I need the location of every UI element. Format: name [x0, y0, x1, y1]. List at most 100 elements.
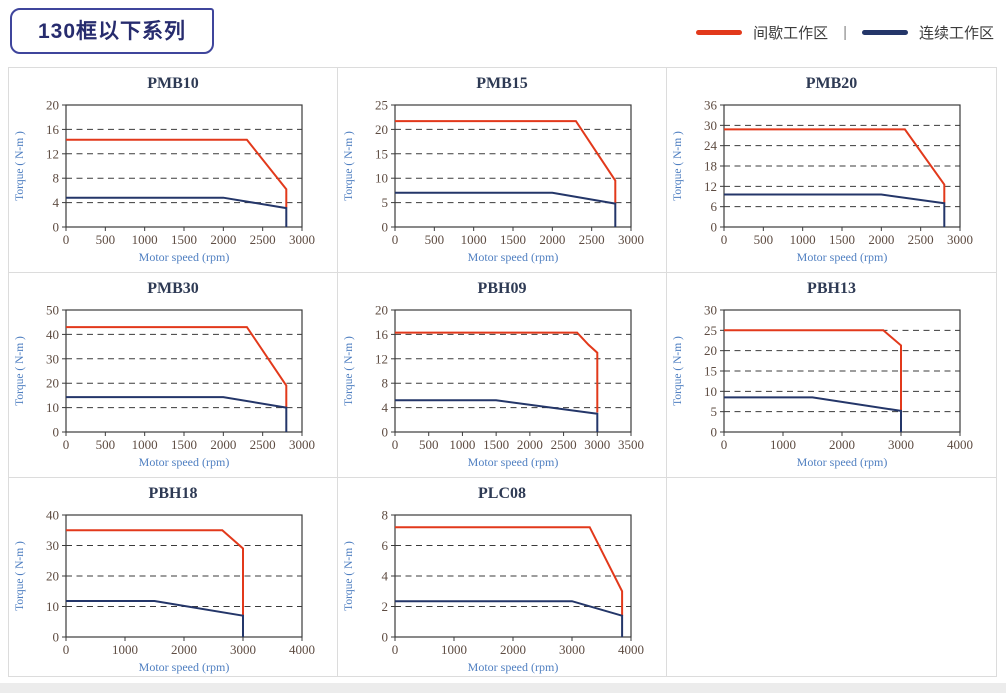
svg-text:2000: 2000 — [210, 232, 236, 247]
svg-text:Motor speed (rpm): Motor speed (rpm) — [468, 660, 559, 674]
chart-plot-pbh13: 0 5 10 15 20 25 30 0 1000 2000 3000 4000 Motor speed… — [672, 306, 973, 469]
svg-text:1000: 1000 — [112, 642, 138, 657]
chart-title-pbh13: PBH13 — [807, 280, 856, 297]
svg-text:3000: 3000 — [584, 437, 610, 452]
svg-text:1000: 1000 — [441, 642, 467, 657]
svg-text:1000: 1000 — [790, 232, 816, 247]
svg-text:Motor speed (rpm): Motor speed (rpm) — [797, 250, 888, 264]
svg-text:3000: 3000 — [618, 232, 644, 247]
svg-text:40: 40 — [46, 511, 59, 523]
chart-title-pbh18: PBH18 — [148, 485, 198, 502]
chart-plot-pmb15: 0 5 10 15 20 25 0 500 1000 1500 2000 2500 3000 Motor … — [343, 101, 644, 264]
chart-title-plc08: PLC08 — [478, 485, 526, 502]
svg-text:20: 20 — [375, 122, 388, 137]
svg-text:0: 0 — [382, 425, 389, 440]
chart-title-pmb20: PMB20 — [805, 75, 858, 92]
svg-text:0: 0 — [392, 232, 399, 247]
svg-text:0: 0 — [711, 425, 718, 440]
chart-cell-pbh18: PBH18 0 10 20 30 40 0 1000 2000 3000 4000 Motor sp… — [9, 478, 338, 676]
chart-cell-pmb20: PMB20 0 6 12 18 24 30 36 0 500 1000 1500 2000 2500 30… — [667, 68, 996, 273]
chart-plot-pbh18: 0 10 20 30 40 0 1000 2000 3000 4000 Motor speed (r… — [14, 511, 315, 674]
chart-grid-panel: PMB10 0 4 8 12 16 20 0 500 1000 1500 2000 2500 3000 M… — [8, 67, 997, 677]
svg-text:1500: 1500 — [829, 232, 855, 247]
svg-text:0: 0 — [63, 437, 70, 452]
chart-title-pmb30: PMB30 — [147, 280, 199, 297]
svg-text:Torque ( N-m ): Torque ( N-m ) — [672, 131, 684, 201]
svg-text:2500: 2500 — [579, 232, 605, 247]
svg-text:20: 20 — [375, 306, 388, 318]
svg-text:2000: 2000 — [868, 232, 894, 247]
svg-text:15: 15 — [375, 146, 388, 161]
svg-text:15: 15 — [704, 364, 717, 379]
chart-cell-pmb15: PMB15 0 5 10 15 20 25 0 500 1000 1500 2000 2500 3000… — [338, 68, 667, 273]
page-title: 130框以下系列 — [38, 20, 187, 43]
svg-text:30: 30 — [704, 306, 717, 318]
svg-text:10: 10 — [375, 171, 388, 186]
svg-text:3500: 3500 — [618, 437, 644, 452]
chart-cell-pbh13: PBH13 0 5 10 15 20 25 30 0 1000 2000 3000 4000 Motor… — [667, 273, 996, 478]
svg-text:0: 0 — [63, 232, 70, 247]
svg-text:Torque ( N-m ): Torque ( N-m ) — [672, 336, 684, 406]
svg-text:12: 12 — [46, 146, 59, 161]
svg-text:3000: 3000 — [888, 437, 914, 452]
svg-text:1000: 1000 — [770, 437, 796, 452]
svg-text:10: 10 — [704, 384, 717, 399]
chart-cell-plc08: PLC08 0 2 4 6 8 0 1000 2000 3000 4000 Motor speed … — [338, 478, 667, 676]
svg-text:20: 20 — [46, 569, 59, 584]
svg-text:0: 0 — [53, 220, 60, 235]
svg-text:4: 4 — [382, 569, 389, 584]
svg-text:500: 500 — [96, 437, 116, 452]
svg-text:Torque ( N-m ): Torque ( N-m ) — [343, 336, 355, 406]
continuous-zone-line-icon — [861, 30, 908, 35]
svg-text:2500: 2500 — [250, 437, 276, 452]
legend-separator: | — [843, 24, 847, 41]
empty-cell — [667, 478, 996, 676]
svg-text:4: 4 — [53, 195, 60, 210]
svg-text:16: 16 — [46, 122, 60, 137]
svg-text:0: 0 — [382, 630, 389, 645]
svg-text:1000: 1000 — [461, 232, 487, 247]
svg-text:10: 10 — [46, 599, 59, 614]
svg-text:6: 6 — [711, 199, 718, 214]
svg-text:25: 25 — [704, 323, 717, 338]
svg-text:4000: 4000 — [618, 642, 644, 657]
svg-text:0: 0 — [53, 425, 60, 440]
svg-text:2500: 2500 — [908, 232, 934, 247]
legend-label-intermittent: 间歇工作区 — [753, 25, 829, 42]
chart-plot-pmb10: 0 4 8 12 16 20 0 500 1000 1500 2000 2500 3000 Motor s… — [14, 101, 315, 264]
svg-text:1500: 1500 — [171, 232, 197, 247]
svg-text:1000: 1000 — [132, 437, 158, 452]
chart-title-pbh09: PBH09 — [477, 280, 527, 297]
svg-text:2: 2 — [382, 599, 389, 614]
svg-text:30: 30 — [46, 538, 59, 553]
svg-text:500: 500 — [419, 437, 439, 452]
svg-text:3000: 3000 — [289, 232, 315, 247]
svg-text:40: 40 — [46, 327, 59, 342]
svg-text:20: 20 — [46, 376, 59, 391]
svg-text:0: 0 — [53, 630, 60, 645]
svg-text:Motor speed (rpm): Motor speed (rpm) — [139, 455, 230, 469]
svg-text:Motor speed (rpm): Motor speed (rpm) — [139, 250, 230, 264]
legend-label-continuous: 连续工作区 — [918, 25, 994, 42]
svg-text:8: 8 — [382, 376, 389, 391]
legend: 间歇工作区 | 连续工作区 — [696, 22, 994, 43]
svg-text:Torque ( N-m ): Torque ( N-m ) — [14, 336, 26, 406]
svg-text:2000: 2000 — [210, 437, 236, 452]
svg-text:30: 30 — [46, 351, 59, 366]
svg-text:Torque ( N-m ): Torque ( N-m ) — [343, 131, 355, 201]
svg-text:0: 0 — [711, 220, 718, 235]
svg-text:Torque ( N-m ): Torque ( N-m ) — [14, 131, 26, 201]
svg-text:Torque ( N-m ): Torque ( N-m ) — [14, 541, 26, 611]
bottom-strip — [0, 683, 1006, 693]
header: 130框以下系列 间歇工作区 | 连续工作区 — [0, 0, 1006, 60]
svg-text:2000: 2000 — [829, 437, 855, 452]
svg-text:4: 4 — [382, 400, 389, 415]
svg-text:1500: 1500 — [171, 437, 197, 452]
svg-text:50: 50 — [46, 306, 59, 318]
chart-plot-pbh09: 0 4 8 12 16 20 0 500 1000 1500 2000 2500 3000 3500 Mot… — [343, 306, 644, 469]
svg-text:1500: 1500 — [500, 232, 526, 247]
chart-cell-pbh09: PBH09 0 4 8 12 16 20 0 500 1000 1500 2000 2500 3000 3… — [338, 273, 667, 478]
svg-text:0: 0 — [392, 642, 399, 657]
svg-text:3000: 3000 — [559, 642, 585, 657]
svg-text:2000: 2000 — [171, 642, 197, 657]
